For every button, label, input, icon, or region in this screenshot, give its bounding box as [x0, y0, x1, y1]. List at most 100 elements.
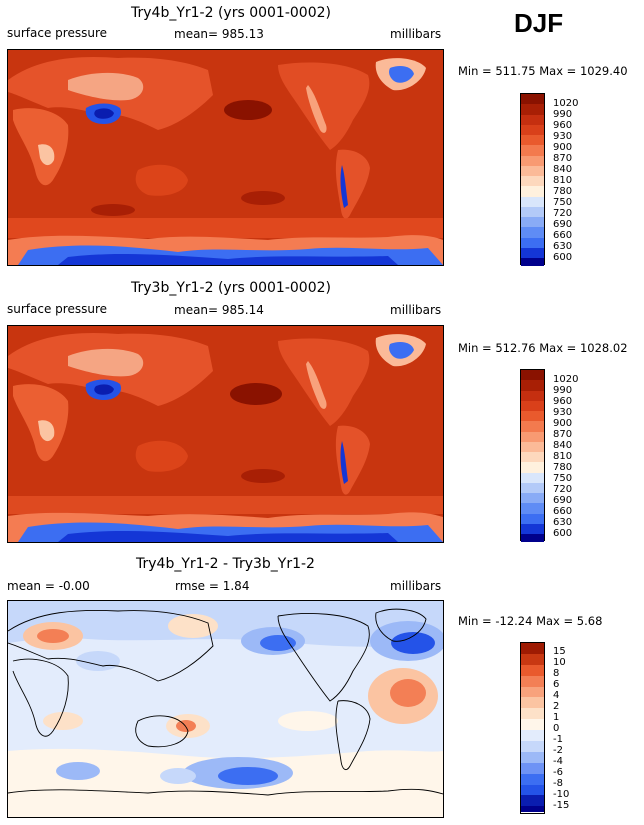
- panel-3-anomaly-neg-2-core: [391, 632, 435, 654]
- panel-1-high-cell-2: [241, 191, 285, 205]
- panel-2-cbar-swatch: [521, 441, 544, 452]
- panel-3-cbar-swatch: [521, 675, 544, 687]
- panel-3-anomaly-pos-5: [43, 712, 83, 730]
- panel-2-cbar-label: 900: [553, 418, 573, 429]
- panel-1-cbar-label: 750: [553, 197, 573, 208]
- panel-2-southern-ocean: [8, 496, 443, 514]
- panel-2-cbar-label: 720: [553, 484, 573, 495]
- panel-2-cbar-swatch: [521, 390, 544, 401]
- panel-2-title: Try3b_Yr1-2 (yrs 0001-0002): [131, 280, 331, 296]
- panel-1-cbar-swatch: [521, 176, 544, 187]
- panel-2-cbar-swatch: [521, 431, 544, 442]
- panel-1-cbar-swatch: [521, 155, 544, 166]
- panel-1-cbar-swatch: [521, 206, 544, 217]
- panel-3-anomaly-neg-4-core: [218, 767, 278, 785]
- panel-3-coast-greenland: [375, 608, 427, 642]
- panel-2-map: [7, 325, 444, 543]
- panel-3-cbar-label: -4: [553, 756, 563, 767]
- panel-1-north-america: [278, 62, 370, 150]
- panel-3-cbar-swatch: [521, 741, 544, 752]
- panel-1-cbar-label: 660: [553, 230, 573, 241]
- panel-3-cbar-label: 2: [553, 701, 560, 712]
- panel-3-cbar-label: 0: [553, 723, 560, 734]
- panel-1-cbar-swatch: [521, 135, 544, 146]
- panel-3-coast-australia: [135, 715, 189, 748]
- panel-2-cbar-label: 840: [553, 440, 573, 451]
- panel-2-cbar-label: 630: [553, 517, 573, 528]
- panel-1-title: Try4b_Yr1-2 (yrs 0001-0002): [131, 5, 331, 21]
- panel-1-cbar-swatch: [521, 165, 544, 176]
- panel-3-coast-antarctica: [8, 788, 443, 796]
- panel-1-cbar-label: 960: [553, 120, 573, 131]
- panel-3-colorbar: [520, 642, 545, 814]
- panel-3-rmse: rmse = 1.84: [175, 579, 250, 593]
- panel-2-cbar-label: 750: [553, 473, 573, 484]
- panel-3-coast-south-america: [335, 700, 371, 771]
- panel-1-antarctica-core: [58, 253, 398, 265]
- panel-2-cbar-label: 960: [553, 396, 573, 407]
- panel-2-cbar-swatch: [521, 400, 544, 411]
- panel-1-cbar-label: 690: [553, 219, 573, 230]
- panel-2-cbar-swatch: [521, 370, 544, 381]
- panel-1-cbar-swatch: [521, 145, 544, 156]
- panel-3-map-svg: [8, 601, 443, 817]
- panel-1-cbar-label: 630: [553, 241, 573, 252]
- panel-2-cbar-swatch: [521, 503, 544, 514]
- panel-1-cbar-label: 720: [553, 208, 573, 219]
- panel-3-cbar-swatch: [521, 762, 544, 774]
- panel-1-map-svg: [8, 50, 443, 265]
- panel-1-cbar-label: 930: [553, 131, 573, 142]
- panel-2-africa-highlands: [38, 420, 55, 442]
- panel-3-cbar-swatch: [521, 653, 544, 665]
- panel-1-cbar-swatch: [521, 124, 544, 135]
- panel-1-cbar-label: 870: [553, 153, 573, 164]
- panel-3-cbar-label: -1: [553, 734, 563, 745]
- panel-3-map: [7, 600, 444, 818]
- panel-3-cbar-label: 15: [553, 646, 566, 657]
- season-label: DJF: [514, 8, 564, 38]
- panel-1-cbar-label: 990: [553, 109, 573, 120]
- panel-1-cbar-swatch: [521, 114, 544, 125]
- panel-2-cbar-swatch: [521, 411, 544, 422]
- panel-2-high-cell-1: [230, 383, 282, 405]
- panel-3-arctic-band: [8, 601, 443, 647]
- panel-2-cbar-swatch: [521, 452, 544, 463]
- panel-3-cbar-swatch: [521, 664, 544, 676]
- panel-1-cbar-swatch: [521, 104, 544, 115]
- panel-3-cbar-label: 8: [553, 668, 560, 679]
- panel-1-cbar-swatch: [521, 94, 544, 105]
- panel-3-anomaly-pos-1-core: [37, 629, 69, 643]
- panel-1-andes: [340, 165, 348, 208]
- panel-2-variable: surface pressure: [7, 302, 107, 316]
- panel-2-colorbar: [520, 369, 545, 542]
- panel-3-coast-africa: [12, 658, 69, 737]
- panel-2-cbar-label: 990: [553, 385, 573, 396]
- panel-2-high-cell-2: [241, 469, 285, 483]
- panel-1-rockies: [306, 85, 327, 133]
- panel-2-units: millibars: [390, 303, 442, 317]
- panel-3-cbar-label: 1: [553, 712, 560, 723]
- panel-2-cbar-label: 660: [553, 506, 573, 517]
- panel-1-map: [7, 49, 444, 266]
- panel-1-siberia: [68, 72, 144, 101]
- panel-2-cbar-swatch: [521, 421, 544, 432]
- panel-1-tibet-core: [94, 108, 114, 119]
- panel-1-cbar-swatch: [521, 186, 544, 197]
- panel-2-siberia: [68, 348, 144, 377]
- panel-3-cbar-swatch: [521, 795, 544, 807]
- panel-3-anomaly-neg-1-core: [260, 635, 296, 651]
- panel-3-cbar-label: 6: [553, 679, 560, 690]
- panel-3-min-max: Min = -12.24 Max = 5.68: [458, 614, 603, 628]
- panel-1-high-cell-1: [224, 100, 272, 120]
- panel-3-cbar-label: 10: [553, 657, 566, 668]
- panel-2-cbar-swatch: [521, 513, 544, 524]
- panel-2-cbar-label: 600: [553, 528, 573, 539]
- panel-3-coastlines: [8, 608, 443, 796]
- panel-2-cbar-swatch: [521, 523, 544, 534]
- panel-3-cbar-swatch: [521, 643, 544, 654]
- panel-2-greenland-ice: [389, 342, 414, 359]
- panel-3-cbar-swatch: [521, 773, 544, 785]
- panel-2-cbar-swatch: [521, 482, 544, 493]
- panel-2-cbar-label: 810: [553, 451, 573, 462]
- panel-2-australia: [135, 440, 188, 472]
